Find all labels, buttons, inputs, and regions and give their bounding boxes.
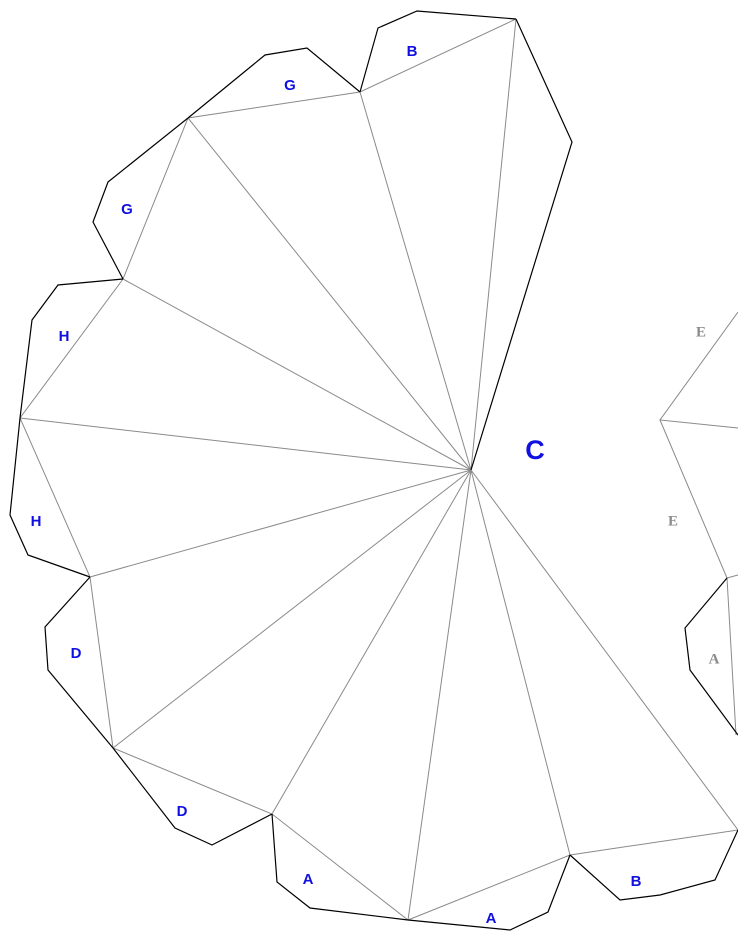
tab-label: D xyxy=(71,645,82,662)
fold-lines xyxy=(19,18,738,921)
tab-label: H xyxy=(59,328,70,345)
piece-label: E xyxy=(696,324,706,340)
piece-label: A xyxy=(709,651,720,667)
tab-label: G xyxy=(121,201,133,218)
tab-label: B xyxy=(407,43,418,60)
center-label: C xyxy=(525,435,545,465)
tab-label: B xyxy=(631,873,642,890)
tab-label: H xyxy=(31,513,42,530)
tab-label: G xyxy=(284,77,296,94)
piece-label: E xyxy=(668,513,678,529)
tab-label: A xyxy=(303,871,314,888)
tab-label: A xyxy=(486,910,497,927)
cut-lines xyxy=(9,10,738,931)
tab-label: D xyxy=(177,803,188,820)
